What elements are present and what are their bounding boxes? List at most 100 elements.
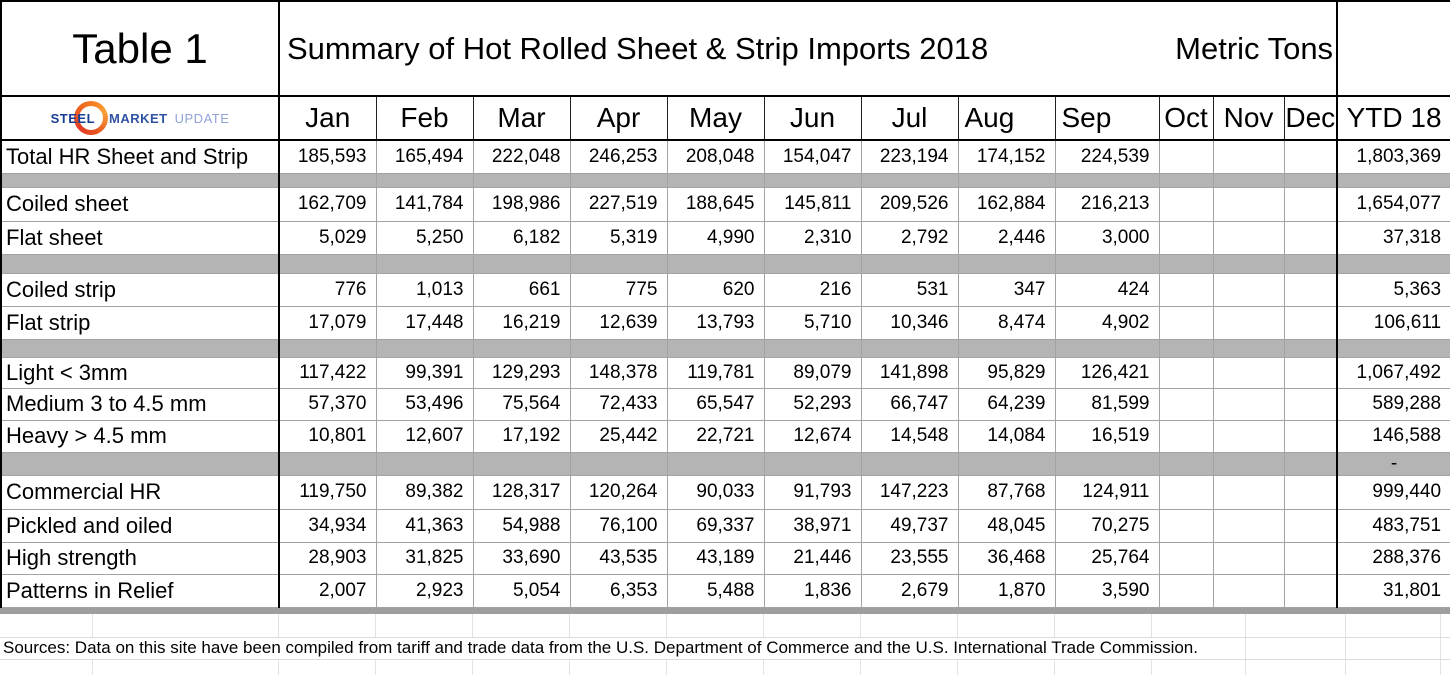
- value-cell: 75,564: [472, 387, 571, 421]
- table-row: Total HR Sheet and Strip 185,593 165,494 22…: [0, 139, 1450, 174]
- separator-cell: [569, 172, 668, 188]
- value-cell: [1283, 541, 1338, 575]
- gridline: [957, 613, 958, 637]
- value-cell: 5,319: [569, 220, 668, 255]
- gridline: [472, 659, 473, 675]
- value-cell: [1212, 419, 1285, 453]
- table-row: Flat sheet 5,029 5,250 6,182 5,319 4,990 2,310…: [0, 220, 1450, 255]
- table-number-label: Table 1: [0, 0, 280, 97]
- table-row: Patterns in Relief 2,007 2,923 5,054 6,353 5,…: [0, 573, 1450, 608]
- steel-market-update-logo: STEEL MARKET UPDATE: [3, 101, 277, 135]
- value-cell: 148,378: [569, 356, 668, 389]
- value-cell: 222,048: [472, 139, 571, 174]
- separator-row: -: [0, 451, 1450, 476]
- value-cell: [1158, 387, 1214, 421]
- value-cell: 188,645: [666, 186, 765, 222]
- value-cell: 776: [278, 272, 377, 307]
- value-cell: 8,474: [957, 305, 1056, 340]
- gridline: [1345, 659, 1346, 675]
- value-cell: 17,192: [472, 419, 571, 453]
- value-cell: [1283, 508, 1338, 543]
- separator-cell: [1283, 253, 1338, 274]
- value-cell: 1,836: [763, 573, 862, 608]
- value-cell: 216: [763, 272, 862, 307]
- value-cell: 16,519: [1054, 419, 1160, 453]
- value-cell: [1212, 541, 1285, 575]
- value-cell: 57,370: [278, 387, 377, 421]
- value-cell: [1283, 387, 1338, 421]
- row-label: Total HR Sheet and Strip: [0, 139, 280, 174]
- value-cell: 1,870: [957, 573, 1056, 608]
- value-cell: 37,318: [1336, 220, 1450, 255]
- value-cell: 2,923: [375, 573, 474, 608]
- value-cell: 5,250: [375, 220, 474, 255]
- column-header-mar: Mar: [472, 95, 571, 141]
- value-cell: 129,293: [472, 356, 571, 389]
- separator-cell: [1054, 172, 1160, 188]
- table-row: High strength 28,903 31,825 33,690 43,535 43,…: [0, 541, 1450, 575]
- value-cell: 12,639: [569, 305, 668, 340]
- gridline-strip: [0, 613, 1450, 638]
- separator-cell: [957, 451, 1056, 476]
- separator-cell: [0, 451, 280, 476]
- value-cell: 49,737: [860, 508, 959, 543]
- separator-cell: [860, 253, 959, 274]
- value-cell: 227,519: [569, 186, 668, 222]
- table-row: Coiled sheet 162,709 141,784 198,986 227,519…: [0, 186, 1450, 222]
- value-cell: 5,710: [763, 305, 862, 340]
- separator-cell: [957, 253, 1056, 274]
- row-label: Commercial HR: [0, 474, 280, 510]
- column-header-apr: Apr: [569, 95, 668, 141]
- value-cell: 106,611: [1336, 305, 1450, 340]
- gridline: [92, 613, 93, 637]
- gridline: [278, 613, 279, 637]
- gridline: [1440, 637, 1441, 659]
- gridline: [569, 613, 570, 637]
- gridline: [375, 613, 376, 637]
- separator-cell: [763, 172, 862, 188]
- value-cell: 174,152: [957, 139, 1056, 174]
- value-cell: 90,033: [666, 474, 765, 510]
- separator-row: [0, 338, 1450, 358]
- row-label: Coiled sheet: [0, 186, 280, 222]
- separator-cell: [278, 253, 377, 274]
- separator-cell: [1283, 338, 1338, 358]
- value-cell: 2,007: [278, 573, 377, 608]
- separator-cell: [1212, 338, 1285, 358]
- value-cell: 10,346: [860, 305, 959, 340]
- title-row-empty-cell: [1336, 0, 1450, 97]
- value-cell: 64,239: [957, 387, 1056, 421]
- value-cell: 2,792: [860, 220, 959, 255]
- value-cell: 288,376: [1336, 541, 1450, 575]
- value-cell: 2,310: [763, 220, 862, 255]
- value-cell: 661: [472, 272, 571, 307]
- value-cell: 25,764: [1054, 541, 1160, 575]
- separator-cell: [666, 338, 765, 358]
- separator-cell: [278, 172, 377, 188]
- value-cell: 23,555: [860, 541, 959, 575]
- table-row: Coiled strip 776 1,013 661 775 620 216 531 347 42…: [0, 272, 1450, 307]
- value-cell: 52,293: [763, 387, 862, 421]
- value-cell: 1,654,077: [1336, 186, 1450, 222]
- value-cell: 147,223: [860, 474, 959, 510]
- separator-cell: [860, 451, 959, 476]
- value-cell: [1158, 573, 1214, 608]
- value-cell: 117,422: [278, 356, 377, 389]
- separator-cell: [860, 338, 959, 358]
- separator-cell: [278, 451, 377, 476]
- separator-cell: [666, 172, 765, 188]
- value-cell: 1,803,369: [1336, 139, 1450, 174]
- separator-cell: [1158, 451, 1214, 476]
- column-header-jun: Jun: [763, 95, 862, 141]
- value-cell: 1,067,492: [1336, 356, 1450, 389]
- value-cell: [1283, 573, 1338, 608]
- table-bottom-border-bar: [0, 607, 1450, 614]
- row-label: High strength: [0, 541, 280, 575]
- value-cell: 119,750: [278, 474, 377, 510]
- gridline: [1151, 613, 1152, 637]
- value-cell: 81,599: [1054, 387, 1160, 421]
- row-label: Flat sheet: [0, 220, 280, 255]
- logo-cell: STEEL MARKET UPDATE: [0, 95, 280, 141]
- value-cell: [1212, 474, 1285, 510]
- logo-text-market: MARKET: [109, 110, 168, 126]
